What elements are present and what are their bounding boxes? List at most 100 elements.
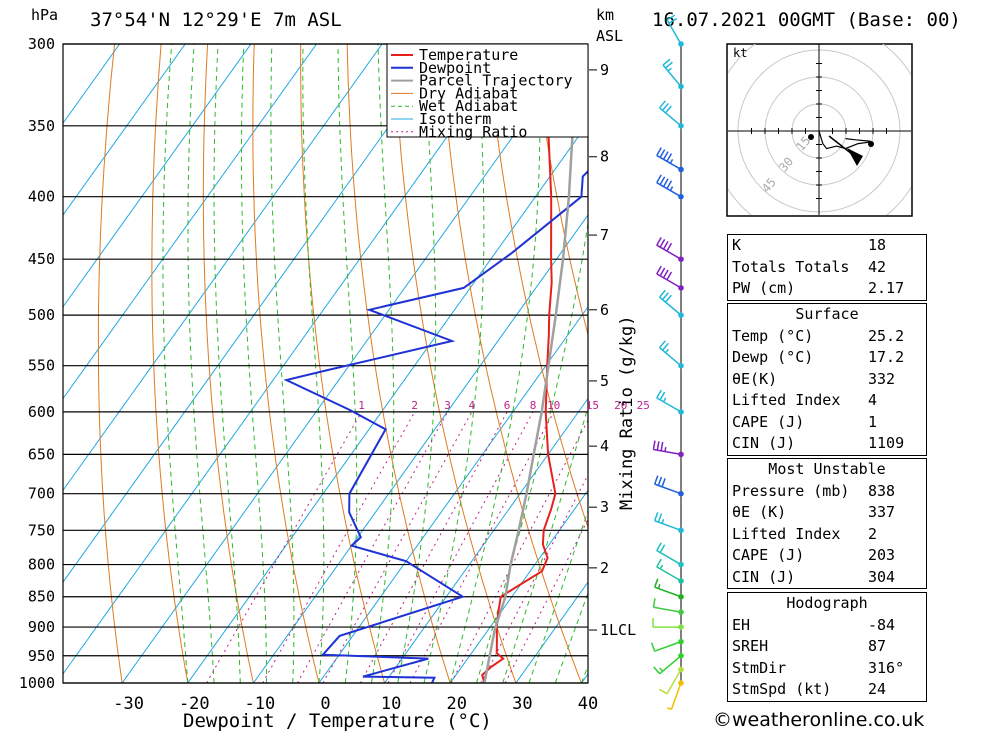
- pressure-tick-label: 500: [28, 306, 55, 324]
- wind-level-dot: [678, 609, 684, 615]
- wind-barb-flag: [669, 159, 674, 164]
- wind-level-dot: [678, 41, 684, 47]
- wind-level-dot: [678, 593, 684, 600]
- pressure-tick-label: 850: [28, 588, 55, 606]
- wind-barb: [666, 14, 684, 47]
- wind-barb: [652, 598, 684, 615]
- isotherm-line: [63, 44, 186, 216]
- wind-barb-flag: [657, 476, 663, 486]
- wind-barb-shaft: [666, 669, 682, 695]
- mu-title: Most Unstable: [768, 460, 886, 478]
- wind-barb-flag: [656, 174, 662, 184]
- copyright-footer[interactable]: ©weatheronline.co.uk: [713, 709, 925, 731]
- surface-thetae: θE(K) 332: [732, 369, 896, 388]
- mu-thetae: θE (K) 337: [732, 503, 896, 521]
- surface-title: Surface: [795, 305, 859, 323]
- wind-barb: [658, 666, 684, 695]
- isotherm-line: [121, 44, 580, 683]
- mixing-ratio-label: 8: [530, 399, 537, 412]
- mixing-ratio-lines: [206, 411, 588, 683]
- isotherm-line: [515, 581, 588, 683]
- hodo-stmdir: StmDir 316°: [732, 658, 905, 677]
- mixing-ratio-label: 10: [547, 399, 560, 412]
- wind-level-dot: [678, 362, 684, 369]
- wind-barb: [653, 512, 684, 534]
- wind-barb-flag: [656, 265, 662, 275]
- isotherm-line: [63, 44, 318, 400]
- wind-barb: [653, 475, 684, 497]
- wind-barb-flag: [656, 237, 662, 246]
- wind-barb-flag: [662, 240, 669, 250]
- wind-barb-flag: [659, 267, 666, 277]
- temperature-tick-label: 40: [578, 694, 598, 714]
- wind-barb: [658, 289, 684, 318]
- height-tick-label: 6: [600, 301, 609, 319]
- pressure-tick-label: 400: [28, 188, 55, 206]
- wind-barb: [652, 618, 684, 630]
- height-tick-label: 5: [600, 372, 609, 390]
- temperature-tick-label: 20: [447, 694, 467, 714]
- mixing-ratio-axis-label: Mixing Ratio (g/kg): [617, 316, 637, 510]
- wind-barb-flag: [653, 578, 659, 588]
- wind-barb-flag: [666, 242, 673, 252]
- wind-barb-flag: [664, 294, 672, 303]
- wind-barb-flag: [660, 441, 664, 451]
- height-tick-label: 1LCL: [600, 621, 636, 639]
- wind-level-dot: [678, 83, 684, 90]
- isotherm-line: [318, 305, 588, 683]
- wind-level-dot: [678, 652, 684, 659]
- index-row-pw: PW (cm) 2.17: [732, 279, 905, 297]
- height-tick-label: 2: [600, 559, 609, 577]
- wind-barb: [656, 147, 684, 173]
- legend-label: Isotherm: [419, 110, 491, 128]
- wind-level-dot: [678, 561, 684, 568]
- wind-barb-flag: [662, 397, 667, 403]
- wind-barb-flag: [658, 289, 666, 298]
- temperature-axis: -30 -20 -10 0 10 20 30 40: [113, 694, 598, 714]
- wind-barb-shaft: [656, 244, 682, 260]
- wind-barb-flag: [661, 342, 669, 351]
- hodograph-trace: [818, 130, 871, 150]
- wind-barb-flag: [666, 180, 673, 189]
- wind-barb: [656, 237, 684, 262]
- wind-level-dot: [678, 666, 684, 673]
- dry-adiabat-line: [202, 44, 254, 683]
- wind-level-dot: [678, 409, 684, 415]
- wind-barb: [656, 174, 684, 200]
- isotherm-line: [0, 26, 1, 709]
- pressure-tick-label: 350: [28, 117, 55, 135]
- isotherm-lines: [0, 26, 588, 709]
- hodograph-end-dot: [868, 141, 874, 147]
- wind-barb-flag: [659, 667, 664, 672]
- wind-barb-flag: [659, 176, 666, 186]
- mixing-ratio-label: 6: [504, 399, 511, 412]
- wind-barb: [662, 58, 684, 90]
- surface-cape: CAPE (J) 1: [732, 412, 878, 431]
- wind-barb-flag: [653, 666, 661, 675]
- pressure-tick-label: 650: [28, 445, 55, 463]
- wind-level-dot: [678, 123, 684, 129]
- wet-adiabat-line: [502, 405, 588, 683]
- wind-barb-flag: [667, 67, 672, 72]
- wind-barb-flag: [653, 475, 659, 485]
- pressure-tick-label: 800: [28, 556, 55, 574]
- wind-level-dot: [678, 193, 684, 200]
- wind-level-dot: [678, 166, 684, 173]
- run-datetime: 16.07.2021 00GMT (Base: 00): [652, 9, 961, 31]
- mixing-ratio-line: [262, 411, 416, 683]
- wind-level-dot: [678, 527, 684, 534]
- wind-barb-flag: [664, 105, 672, 114]
- wind-level-dot: [678, 624, 684, 630]
- isotherm-line: [449, 489, 588, 683]
- mixing-ratio-label: 1: [358, 399, 365, 412]
- isotherm-line: [252, 214, 588, 683]
- wet-adiabat-line: [397, 44, 437, 683]
- mixing-ratio-label: 4: [468, 399, 475, 412]
- height-axis: 9 8 7 6 5 4 3 2 1LCL: [589, 61, 636, 639]
- wind-barb-flag: [666, 271, 673, 281]
- mixing-ratio-line: [359, 411, 508, 683]
- temperature-tick-label: -30: [113, 694, 144, 714]
- hodo-title: Hodograph: [786, 594, 868, 612]
- wind-barb-flag: [662, 58, 671, 66]
